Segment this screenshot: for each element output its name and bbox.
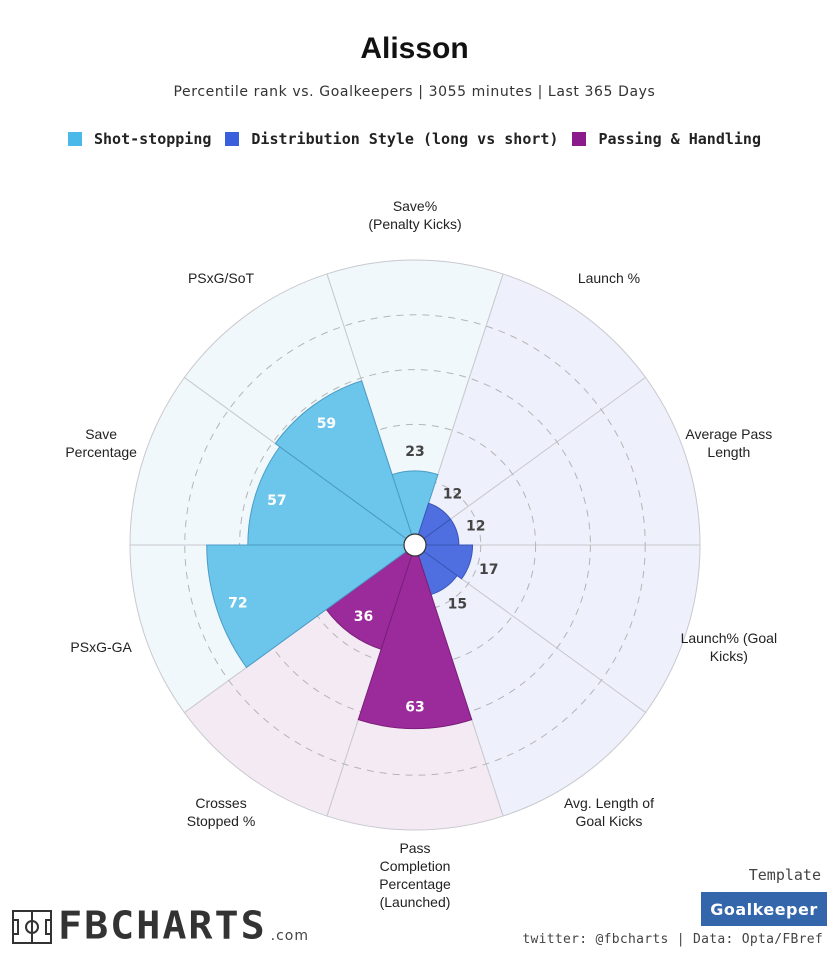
value-bar	[206, 544, 417, 669]
legend-label-shot-stopping: Shot-stopping	[93, 130, 212, 148]
center-hole	[403, 533, 427, 557]
legend-label-passing: Passing & Handling	[598, 130, 761, 148]
category-label: PSxG-GA	[70, 639, 132, 655]
legend-item-distribution: Distribution Style (long vs short)	[225, 130, 558, 148]
grid-circle	[348, 478, 482, 612]
category-label: Average Pass Length	[685, 426, 772, 460]
legend-item-shot-stopping: Shot-stopping	[67, 130, 212, 148]
pitch-icon	[12, 910, 52, 944]
legend-swatch-shot-stopping	[67, 132, 82, 146]
value-label: 15	[448, 596, 467, 612]
chart-subtitle: Percentile rank vs. Goalkeepers | 3055 m…	[173, 84, 656, 100]
fbcharts-logo: FBCHARTS .com	[12, 906, 309, 946]
logo-text: FBCHARTS	[58, 904, 267, 948]
chart-title: Alisson	[360, 32, 469, 65]
value-label: 12	[466, 518, 485, 534]
background-sector	[413, 544, 701, 714]
value-label: 23	[405, 444, 424, 460]
category-label: Save% (Penalty Kicks)	[368, 198, 461, 232]
category-label: Avg. Length of Goal Kicks	[564, 795, 654, 829]
legend: Shot-stopping Distribution Style (long v…	[0, 130, 829, 148]
value-label: 17	[479, 562, 498, 578]
value-label: 59	[317, 416, 336, 432]
template-badge[interactable]: Goalkeeper	[701, 892, 827, 926]
value-label: 63	[405, 700, 424, 716]
background-sector	[326, 259, 504, 547]
grid-circle	[184, 314, 646, 776]
background-sector	[413, 376, 701, 546]
category-label: Save Percentage	[65, 426, 137, 460]
category-label: PSxG/SoT	[188, 270, 255, 286]
value-bar	[274, 380, 416, 547]
value-bar	[413, 544, 474, 580]
background-sector	[414, 273, 647, 547]
logo-suffix: .com	[270, 928, 310, 944]
legend-item-passing: Passing & Handling	[572, 130, 761, 148]
value-label: 72	[228, 596, 247, 612]
legend-swatch-passing	[572, 132, 587, 146]
category-label: Crosses Stopped %	[187, 795, 256, 829]
legend-label-distribution: Distribution Style (long vs short)	[251, 130, 559, 148]
category-label: Pass Completion Percentage (Launched)	[379, 840, 451, 910]
value-label: 12	[443, 486, 462, 502]
category-label: Launch% (Goal Kicks)	[681, 630, 778, 664]
background-sector	[414, 543, 647, 817]
credit-line: twitter: @fbcharts | Data: Opta/FBref	[522, 932, 823, 947]
legend-swatch-distribution	[225, 132, 240, 146]
value-label: 57	[267, 493, 286, 509]
value-label: 36	[354, 609, 373, 625]
template-label: Template	[748, 866, 821, 884]
category-label: Launch %	[578, 270, 640, 286]
value-bar	[247, 446, 417, 546]
value-bar	[357, 543, 473, 730]
